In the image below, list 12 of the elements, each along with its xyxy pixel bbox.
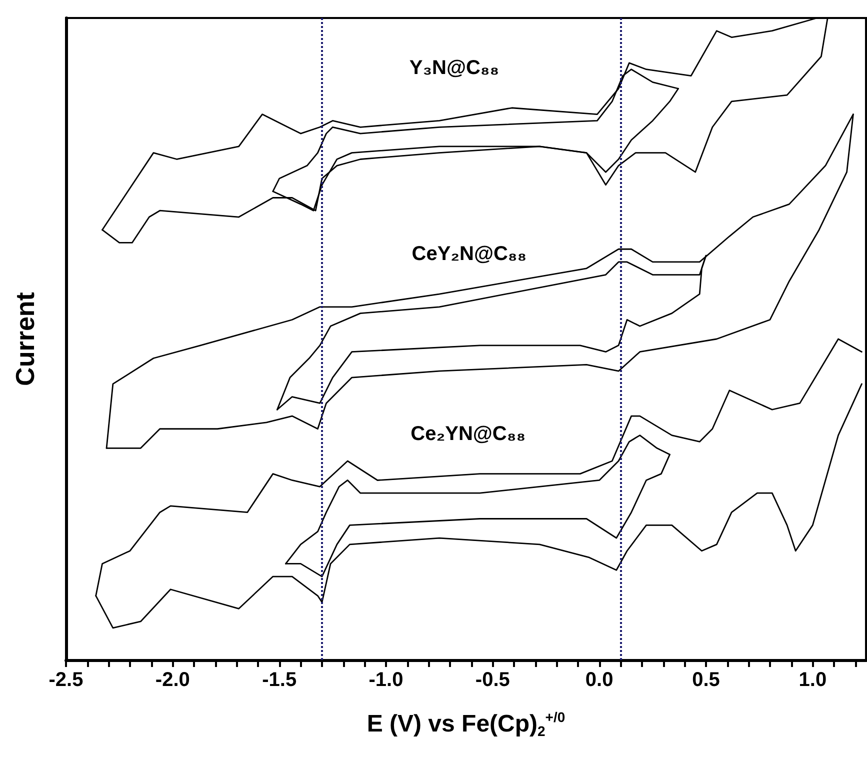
x-tick-label: -0.5 — [475, 669, 510, 691]
x-tick-label: -1.5 — [262, 669, 297, 691]
x-tick-label: 0.5 — [692, 669, 720, 691]
x-tick-label: 0.0 — [585, 669, 614, 691]
x-tick-label: -2.5 — [48, 669, 84, 691]
series-label: CeY₂N@C₈₈ — [412, 243, 527, 266]
x-tick-label: -2.0 — [155, 669, 190, 691]
series-label: Y₃N@C₈₈ — [409, 56, 500, 79]
x-tick-label: -1.0 — [368, 669, 404, 691]
series-label: Ce₂YN@C₈₈ — [410, 422, 526, 445]
y-axis-title: Current — [10, 292, 40, 386]
x-tick-label: 1.0 — [798, 669, 827, 691]
